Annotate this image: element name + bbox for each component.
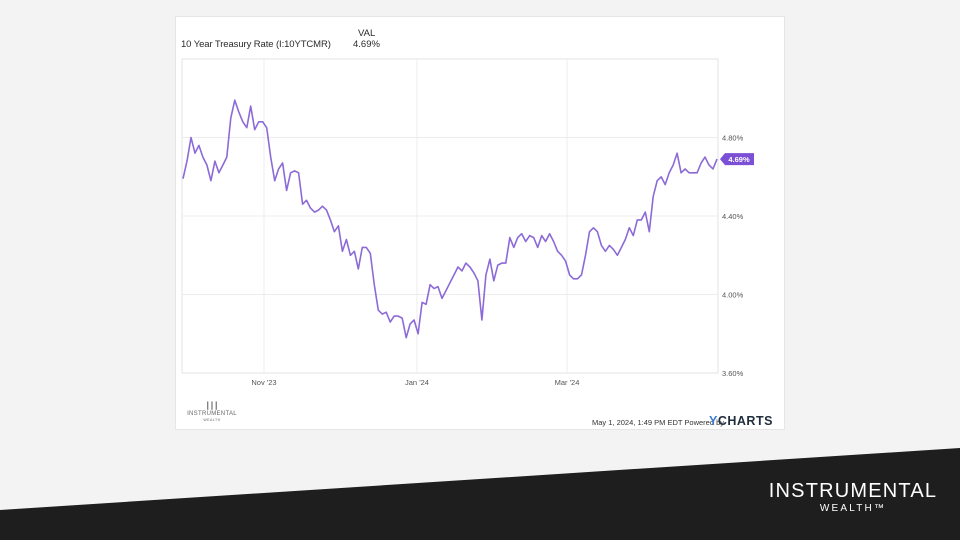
ycharts-logo-text: CHARTS <box>717 414 773 428</box>
last-value-badge <box>720 153 754 166</box>
brand-name: INSTRUMENTAL <box>768 480 938 502</box>
x-tick-label: Mar '24 <box>555 378 580 387</box>
chart-card: VAL 10 Year Treasury Rate (I:10YTCMR) 4.… <box>175 16 785 430</box>
x-tick-label: Jan '24 <box>405 378 429 387</box>
value-column-label: VAL <box>358 28 376 39</box>
series-current-value: 4.69% <box>353 39 380 50</box>
small-logo-mark-icon: ┃┃┃ <box>205 403 219 410</box>
ycharts-logo-mark: Y <box>709 414 718 428</box>
ycharts-logo[interactable]: YCHARTS <box>709 414 773 428</box>
footer-timestamp: May 1, 2024, 1:49 PM EDT Powered by <box>592 418 725 427</box>
line-chart: 4.80% 4.40% 4.00% 3.60% Nov '23 Jan '24 Mar '2… <box>181 58 754 387</box>
slide-dark-band <box>0 448 960 540</box>
small-logo-sub: WEALTH <box>203 418 221 422</box>
brand-logo: INSTRUMENTAL WEALTH™ <box>760 480 946 516</box>
y-tick-label: 4.40% <box>722 212 744 221</box>
small-logo-name: INSTRUMENTAL <box>187 411 237 417</box>
y-tick-label: 4.00% <box>722 291 744 300</box>
x-tick-label: Nov '23 <box>251 378 276 387</box>
small-logo: ┃┃┃ INSTRUMENTAL WEALTH <box>182 403 242 423</box>
brand-subtitle: WEALTH™ <box>819 503 887 514</box>
series-title: 10 Year Treasury Rate (I:10YTCMR) <box>181 39 331 50</box>
series-line <box>182 99 718 339</box>
last-value-label: 4.69% <box>728 155 750 164</box>
y-tick-label: 3.60% <box>722 369 744 378</box>
y-tick-label: 4.80% <box>722 134 744 143</box>
